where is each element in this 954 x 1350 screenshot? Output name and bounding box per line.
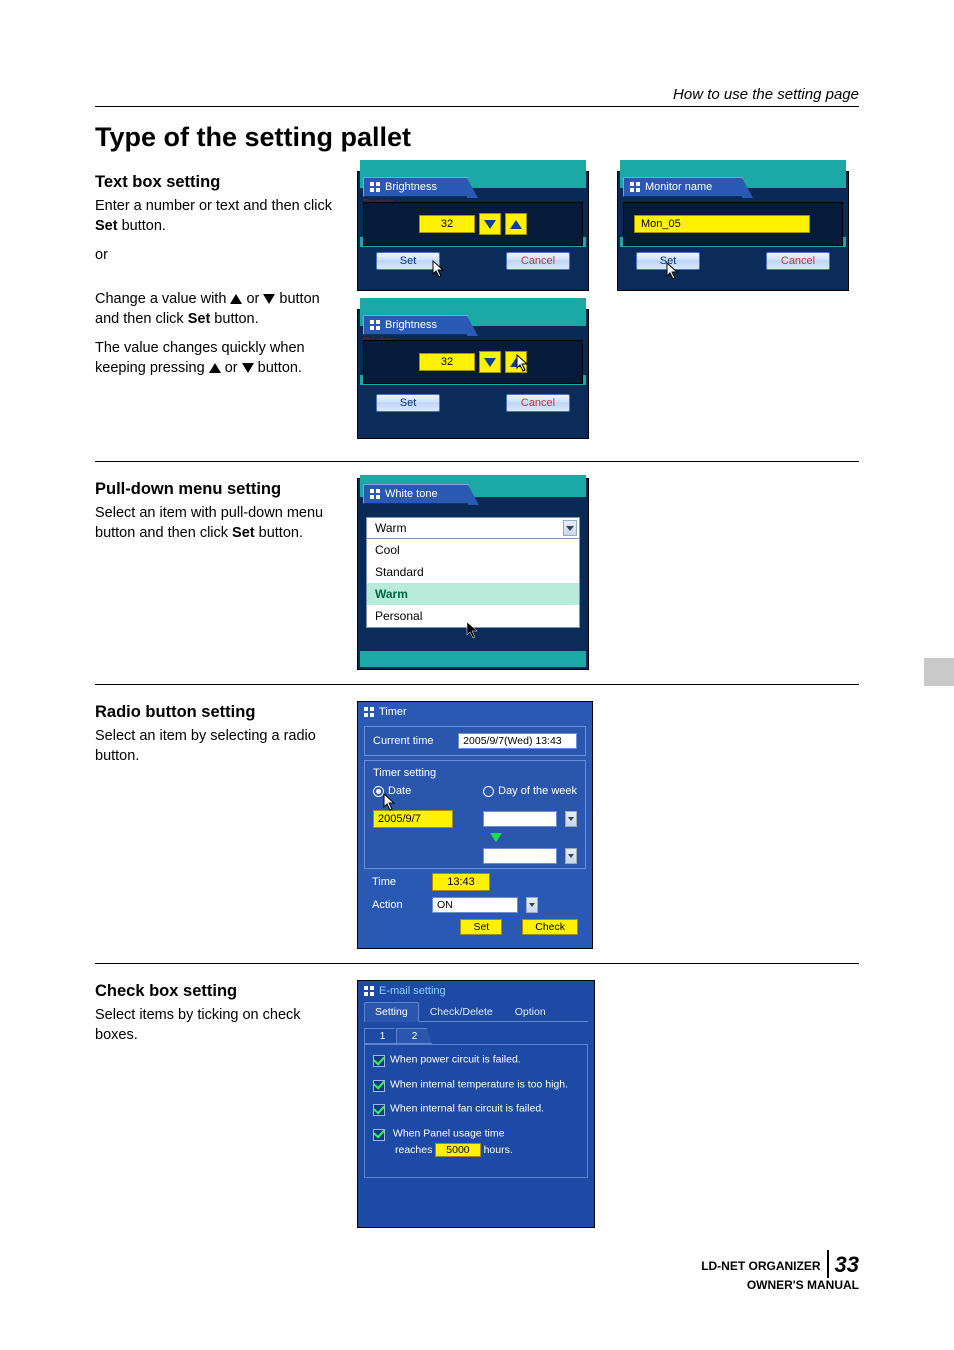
whitetone-select[interactable]: Warm CoolStandardWarmPersonal xyxy=(366,517,580,628)
section-textbox: Text box setting Enter a number or text … xyxy=(95,171,859,445)
cancel-button[interactable]: Cancel xyxy=(506,394,570,412)
label-action: Action xyxy=(372,899,424,911)
panel-brightness-2: Brightness Brightn Color Set Cancel xyxy=(357,309,589,439)
usage-hours-value[interactable]: 5000 xyxy=(435,1143,480,1157)
tab-setting[interactable]: Setting xyxy=(364,1002,419,1022)
panel-whitetone: White tone Warm CoolStandardWarmPersonal xyxy=(357,478,589,670)
action-value: ON xyxy=(432,897,518,913)
cursor-icon xyxy=(516,354,530,372)
cancel-button[interactable]: Cancel xyxy=(766,252,830,270)
select-option[interactable]: Warm xyxy=(367,583,579,605)
checkbox[interactable] xyxy=(373,1055,385,1067)
tab-option[interactable]: Option xyxy=(504,1002,557,1022)
set-button[interactable]: Set xyxy=(376,394,440,412)
cursor-icon xyxy=(466,621,480,639)
set-button[interactable]: Set xyxy=(376,252,440,270)
checkbox-label: When power circuit is failed. xyxy=(390,1054,521,1066)
select-value: Warm xyxy=(375,521,407,535)
select-option[interactable]: Cool xyxy=(367,539,579,561)
section-radio: Radio button setting Select an item by s… xyxy=(95,701,859,964)
cursor-icon xyxy=(432,260,446,278)
panel-monitor-name: Monitor name Set Cancel xyxy=(617,171,849,291)
decrement-button[interactable] xyxy=(479,351,501,373)
label-dow: Day of the week xyxy=(498,785,577,797)
subtab[interactable]: 1 xyxy=(364,1028,400,1044)
chevron-down-icon[interactable] xyxy=(565,848,577,864)
chevron-down-icon[interactable] xyxy=(563,520,577,536)
panel-title-monitor: Monitor name xyxy=(623,177,743,197)
panel-email-setting: E-mail setting SettingCheck/DeleteOption… xyxy=(357,980,595,1228)
page-title: Type of the setting pallet xyxy=(95,122,859,153)
desc-radio: Select an item by selecting a radio butt… xyxy=(95,727,335,766)
page-footer: LD-NET ORGANIZER33 OWNER'S MANUAL xyxy=(701,1250,859,1292)
select-option[interactable]: Standard xyxy=(367,561,579,583)
checkbox[interactable] xyxy=(373,1129,385,1141)
current-time-value: 2005/9/7(Wed) 13:43 xyxy=(458,733,577,749)
heading-pulldown: Pull-down menu setting xyxy=(95,478,335,500)
heading-checkbox: Check box setting xyxy=(95,980,335,1002)
panel-title-timer: Timer xyxy=(379,706,407,718)
cursor-icon xyxy=(383,793,397,811)
desc-pulldown: Select an item with pull-down menu butto… xyxy=(95,504,335,543)
checkbox-label: When Panel usage time xyxy=(393,1127,504,1139)
panel-title-brightness: Brightness xyxy=(363,315,468,335)
desc-textbox-or: or xyxy=(95,246,335,266)
side-tab-marker xyxy=(924,658,954,686)
brightness-input[interactable] xyxy=(419,353,475,371)
section-checkbox: Check box setting Select items by tickin… xyxy=(95,980,859,1242)
panel-title-whitetone: White tone xyxy=(363,484,469,504)
panel-title-brightness: Brightness xyxy=(363,177,468,197)
decrement-button[interactable] xyxy=(479,213,501,235)
brightness-input[interactable] xyxy=(419,215,475,233)
checkbox[interactable] xyxy=(373,1080,385,1092)
time-input[interactable] xyxy=(432,873,490,891)
panel-title-email: E-mail setting xyxy=(379,985,446,997)
breadcrumb: How to use the setting page xyxy=(673,86,859,103)
desc-textbox-3: The value changes quickly when keeping p… xyxy=(95,339,335,378)
chevron-down-icon[interactable] xyxy=(565,811,577,827)
panel-brightness-1: Brightness Brightn Color Set Cancel xyxy=(357,171,589,291)
checkbox[interactable] xyxy=(373,1104,385,1116)
subtab[interactable]: 2 xyxy=(396,1028,432,1044)
chevron-down-icon[interactable] xyxy=(526,897,538,913)
date-input[interactable] xyxy=(373,810,453,828)
increment-button[interactable] xyxy=(505,213,527,235)
radio-day-of-week[interactable] xyxy=(483,786,494,797)
checkbox-label: When internal fan circuit is failed. xyxy=(390,1103,544,1115)
header-rule xyxy=(95,106,859,107)
section-pulldown: Pull-down menu setting Select an item wi… xyxy=(95,478,859,685)
desc-textbox-2: Change a value with or button and then c… xyxy=(95,290,335,329)
tab-checkdelete[interactable]: Check/Delete xyxy=(419,1002,504,1022)
label-current-time: Current time xyxy=(373,735,450,747)
check-button[interactable]: Check xyxy=(522,919,578,935)
desc-checkbox: Select items by ticking on check boxes. xyxy=(95,1006,335,1045)
label: reaches xyxy=(395,1144,432,1156)
cancel-button[interactable]: Cancel xyxy=(506,252,570,270)
set-button[interactable]: Set xyxy=(460,919,502,935)
heading-radio: Radio button setting xyxy=(95,701,335,723)
label: hours. xyxy=(484,1144,513,1156)
heading-textbox: Text box setting xyxy=(95,171,335,193)
panel-timer: Timer Current time 2005/9/7(Wed) 13:43 T… xyxy=(357,701,593,949)
label-time: Time xyxy=(372,876,424,888)
monitor-name-input[interactable] xyxy=(634,215,810,233)
triangle-down-icon xyxy=(490,833,502,842)
cursor-icon xyxy=(666,262,680,280)
checkbox-label: When internal temperature is too high. xyxy=(390,1078,568,1090)
label-timer-setting: Timer setting xyxy=(373,767,577,779)
desc-textbox-1: Enter a number or text and then click Se… xyxy=(95,197,335,236)
